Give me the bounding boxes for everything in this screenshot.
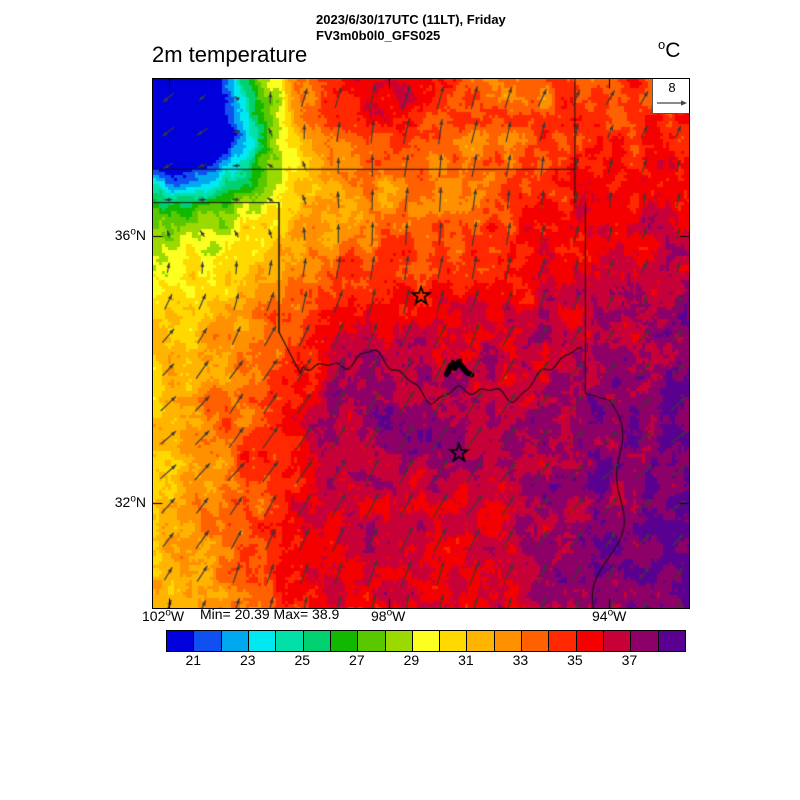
lon-tick-94W: 94oW xyxy=(592,607,627,624)
lat-tick-32N: 32oN xyxy=(114,493,146,510)
colorbar-segment xyxy=(167,631,195,651)
lat-tick-36N: 36oN xyxy=(114,226,146,243)
colorbar-segment xyxy=(303,631,331,651)
map-plot-area[interactable]: 8 xyxy=(152,78,690,609)
colorbar-segment xyxy=(412,631,441,651)
colorbar-segment xyxy=(604,631,632,651)
colorbar-segment xyxy=(385,631,413,651)
temperature-field-canvas xyxy=(153,79,689,608)
colorbar-segment xyxy=(221,631,249,651)
colorbar-segment xyxy=(194,631,222,651)
colorbar-segment xyxy=(658,631,685,651)
colorbar-segment xyxy=(522,631,550,651)
colorbar-tick-label: 37 xyxy=(621,652,638,668)
colorbar-segment xyxy=(549,631,577,651)
colorbar-tick-label: 31 xyxy=(458,652,474,668)
page-title: 2m temperature xyxy=(152,42,308,67)
colorbar-segment xyxy=(440,631,468,651)
colorbar-segment xyxy=(494,631,523,651)
colorbar-segment xyxy=(276,631,304,651)
colorbar-tick-label: 29 xyxy=(403,652,420,668)
lon-tick-98W: 98oW xyxy=(371,607,406,624)
colorbar-segment xyxy=(576,631,604,651)
colorbar-segment xyxy=(248,631,277,651)
units-letter: C xyxy=(665,39,681,62)
forecast-datetime: 2023/6/30/17UTC (11LT), Friday xyxy=(316,12,506,27)
colorbar-tick-labels: 21 23 25 27 29 31 33 35 37 xyxy=(166,652,686,672)
colorbar-tick-label: 23 xyxy=(239,652,256,668)
wind-reference-value: 8 xyxy=(668,80,676,95)
colorbar-segment xyxy=(467,631,495,651)
colorbar-segment xyxy=(358,631,386,651)
colorbar xyxy=(166,630,686,652)
lon-tick-102W: 102oW xyxy=(142,607,185,624)
colorbar-tick-label: 25 xyxy=(294,652,311,668)
colorbar-tick-label: 21 xyxy=(185,652,202,668)
colorbar-segment xyxy=(631,631,659,651)
right-arrow-icon xyxy=(657,100,687,106)
colorbar-tick-label: 27 xyxy=(349,652,365,668)
colorbar-tick-label: 35 xyxy=(567,652,583,668)
model-name: FV3m0b0l0_GFS025 xyxy=(316,28,441,43)
units-label: oC xyxy=(658,38,680,63)
wind-vector-reference: 8 xyxy=(652,79,689,114)
colorbar-segment xyxy=(330,631,359,651)
minmax-statistics: Min= 20.39 Max= 38.9 xyxy=(200,606,340,622)
colorbar-tick-label: 33 xyxy=(512,652,529,668)
degree-symbol: o xyxy=(658,37,666,52)
